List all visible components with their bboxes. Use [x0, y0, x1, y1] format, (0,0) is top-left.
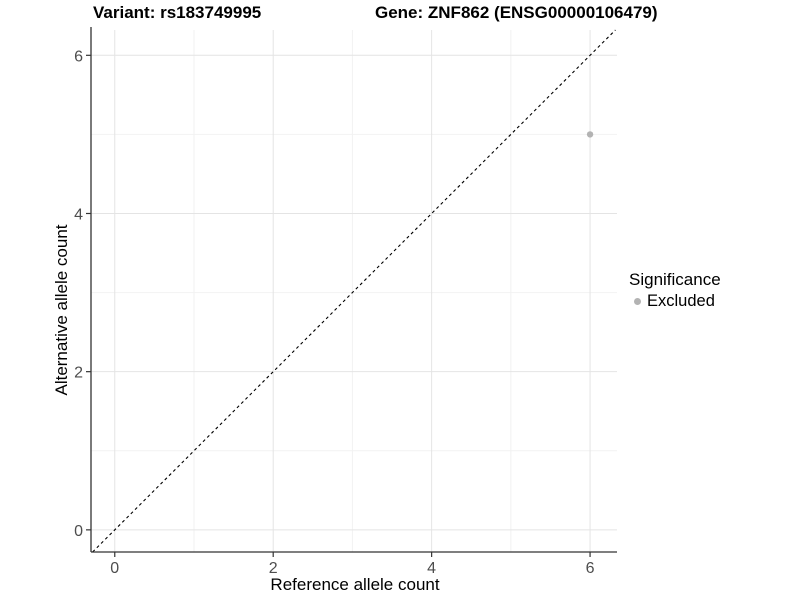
variant-title: Variant: rs183749995 — [93, 3, 262, 22]
gene-title: Gene: ZNF862 (ENSG00000106479) — [375, 3, 658, 22]
x-tick-label: 2 — [269, 560, 278, 577]
legend-title: Significance — [629, 270, 721, 289]
data-point-excluded — [586, 131, 594, 138]
identity-line — [92, 29, 616, 553]
legend-item-excluded: Excluded — [629, 292, 721, 311]
legend: Significance Excluded — [629, 270, 721, 311]
legend-item-label: Excluded — [647, 292, 715, 310]
x-axis-label: Reference allele count — [270, 575, 440, 594]
x-tick-label: 4 — [427, 560, 436, 577]
y-tick-label: 2 — [74, 365, 83, 382]
excluded-marker-icon — [634, 298, 641, 305]
y-axis-label: Alternative allele count — [52, 224, 71, 396]
x-tick-label: 6 — [586, 560, 595, 577]
y-tick-label: 4 — [74, 206, 83, 223]
x-tick-label: 0 — [110, 560, 119, 577]
y-tick-label: 6 — [74, 48, 83, 65]
y-tick-label: 0 — [74, 523, 83, 540]
